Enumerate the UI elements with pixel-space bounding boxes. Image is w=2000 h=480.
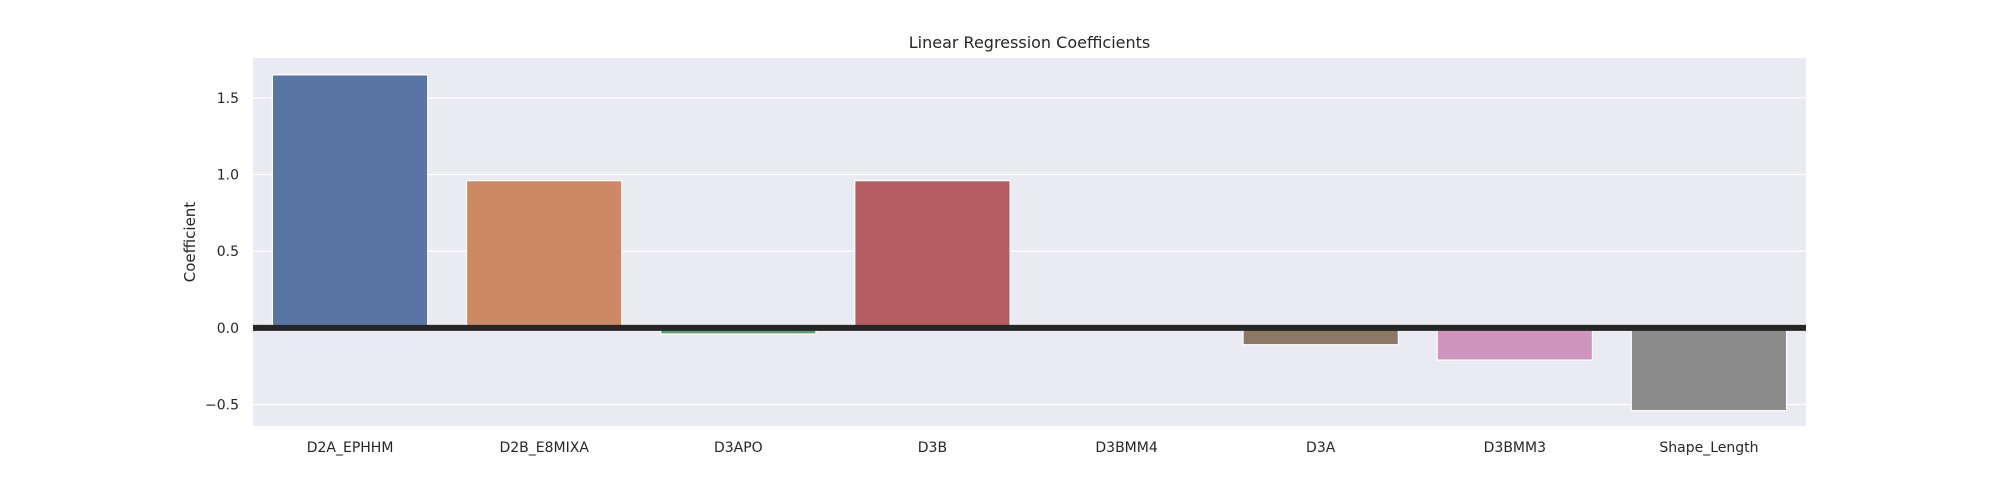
x-tick-label: D3BMM4	[1095, 440, 1157, 456]
y-tick-label: 1.5	[217, 91, 239, 107]
y-tick-labels: −0.5 0.0 0.5 1.0 1.5	[205, 91, 239, 414]
x-tick-label: D3APO	[714, 440, 763, 456]
bars	[271, 74, 1788, 412]
x-tick-labels: D2A_EPHHM D2B_E8MIXA D3APO D3B D3BMM4 D3A D3BM…	[307, 440, 1759, 456]
bar-d3bmm3	[1436, 327, 1594, 361]
y-axis-label: Coefficient	[181, 202, 199, 283]
y-tick-label: 0.0	[217, 321, 239, 337]
bar-d3b	[854, 180, 1011, 329]
y-tick-label: 1.0	[217, 168, 239, 184]
bar-d2b-e8mixa	[465, 180, 623, 329]
x-tick-label: D2A_EPHHM	[307, 440, 394, 456]
x-tick-label: D3B	[918, 440, 947, 456]
y-tick-label: 0.5	[217, 244, 239, 260]
bar-d2a-ephhm	[271, 74, 429, 329]
chart-title: Linear Regression Coefficients	[909, 33, 1151, 52]
x-tick-label: Shape_Length	[1659, 440, 1758, 456]
x-tick-label: D2B_E8MIXA	[499, 440, 589, 456]
y-tick-label: −0.5	[205, 398, 239, 414]
x-tick-label: D3BMM3	[1484, 440, 1546, 456]
x-tick-label: D3A	[1306, 440, 1336, 456]
bar-shape-length	[1630, 327, 1788, 412]
